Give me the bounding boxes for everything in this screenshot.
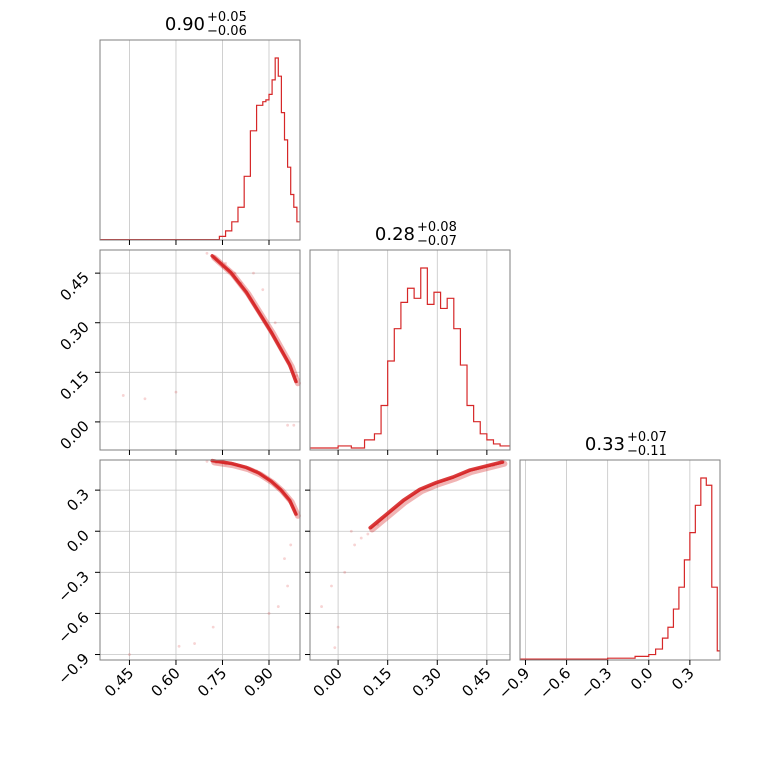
- y-tick-label: 0.00: [56, 417, 92, 453]
- histogram-step-line: [100, 57, 300, 241]
- y-tick-label: 0.15: [56, 367, 92, 403]
- x-tick-label: 0.00: [310, 664, 346, 700]
- histogram-panel-0: 0.90 +0.05−0.06: [99, 10, 301, 245]
- sample-point: [205, 459, 209, 463]
- sample-point: [353, 543, 357, 547]
- density-contour: [370, 461, 505, 530]
- histogram-title-upper-error: +0.07: [627, 430, 667, 445]
- sample-point: [193, 642, 196, 645]
- sample-point: [252, 271, 255, 275]
- sample-point: [121, 394, 125, 397]
- x-tick-label: 0.15: [359, 664, 395, 700]
- y-tick-label: −0.9: [54, 650, 92, 688]
- sample-point: [273, 321, 277, 325]
- panels-layer: 0.90 +0.05−0.060.28 +0.08−0.07−0.9 −0.6 −0.3…: [54, 10, 721, 703]
- panel-frame: [99, 459, 301, 661]
- x-tick-label: 0.3: [668, 664, 698, 694]
- sample-point: [333, 646, 337, 650]
- y-tick-label: −0.3: [54, 567, 92, 605]
- panel-frame: [519, 459, 721, 661]
- x-tick-label: −0.6: [536, 664, 574, 702]
- histogram-title-lower-error: −0.06: [207, 24, 247, 39]
- x-tick-label: 0.30: [409, 664, 445, 700]
- density-contour: [369, 460, 508, 533]
- panel-frame: [99, 249, 301, 451]
- panel-frame: [309, 459, 511, 661]
- histogram-title-value: 0.33: [585, 434, 625, 455]
- histogram-title-upper-error: +0.05: [207, 10, 247, 25]
- sample-point: [336, 625, 340, 629]
- histogram-title-value: 0.28: [375, 224, 415, 245]
- y-tick-label: 0.0: [63, 526, 93, 556]
- x-tick-label: 0.0: [627, 664, 657, 694]
- panel-frame: [309, 249, 511, 451]
- sample-point: [292, 423, 296, 427]
- density-contour: [368, 460, 505, 530]
- histogram-panel-2: −0.9 −0.6 −0.3 0.0 0.3 0.33 +0.07−0.11: [495, 430, 721, 703]
- y-tick-label: −0.6: [54, 609, 92, 647]
- sample-point: [211, 625, 215, 629]
- histogram-step-line: [310, 267, 510, 449]
- sample-point: [320, 605, 323, 608]
- sample-point: [143, 397, 147, 401]
- x-tick-label: 0.45: [101, 664, 137, 700]
- x-tick-label: 0.75: [194, 664, 230, 700]
- y-tick-label: 0.3: [63, 485, 93, 515]
- sample-point: [289, 543, 293, 547]
- sample-point: [286, 584, 289, 588]
- panel-frame: [99, 39, 301, 241]
- sample-point: [295, 374, 299, 378]
- sample-point: [233, 271, 237, 275]
- histogram-title-lower-error: −0.11: [627, 444, 667, 459]
- density-contour: [211, 254, 301, 387]
- density-contour: [212, 460, 298, 516]
- x-tick-label: −0.9: [495, 664, 533, 702]
- scatter-panel-0-1: 0.00 0.15 0.30 0.45: [56, 249, 301, 455]
- x-tick-label: 0.45: [458, 664, 494, 700]
- sample-point: [177, 644, 181, 648]
- histogram-title-value: 0.90: [165, 14, 205, 35]
- histogram-title-upper-error: +0.08: [417, 220, 457, 235]
- y-tick-label: 0.30: [56, 318, 92, 354]
- histogram-title-lower-error: −0.07: [417, 234, 457, 249]
- sample-point: [224, 261, 227, 265]
- sample-point: [343, 570, 347, 574]
- histogram-step-line: [520, 477, 720, 660]
- sample-point: [286, 423, 289, 427]
- x-tick-label: 0.60: [147, 664, 183, 700]
- sample-point: [128, 653, 131, 656]
- scatter-panel-0-2: 0.45 0.60 0.75 0.90 −0.9−0.6 −0.3 0.0 0.3: [54, 458, 301, 700]
- sample-point: [174, 390, 178, 394]
- sample-point: [283, 557, 286, 561]
- sample-point: [276, 605, 280, 608]
- density-contour: [212, 255, 298, 384]
- histogram-panel-1: 0.28 +0.08−0.07: [309, 220, 511, 455]
- sample-point: [359, 536, 363, 540]
- sample-point: [330, 584, 333, 588]
- density-contour: [210, 254, 298, 384]
- sample-point: [261, 288, 265, 292]
- sample-point: [349, 529, 353, 533]
- y-tick-label: 0.45: [56, 268, 92, 304]
- sample-point: [366, 532, 370, 536]
- x-tick-label: −0.3: [577, 664, 615, 702]
- sample-point: [267, 612, 271, 615]
- sample-point: [205, 251, 209, 255]
- scatter-panel-1-2: 0.00 0.15 0.30 0.45: [305, 459, 511, 700]
- x-tick-label: 0.90: [240, 664, 276, 700]
